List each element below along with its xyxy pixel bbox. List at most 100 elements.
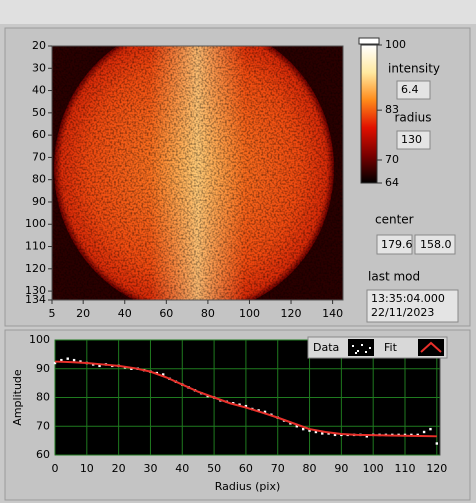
data-point [295, 425, 299, 428]
data-point [244, 404, 248, 408]
data-point [416, 433, 419, 437]
data-point [53, 361, 57, 365]
color-scale-cap [358, 37, 380, 45]
x-tick-label: 40 [175, 462, 189, 475]
data-point [72, 358, 76, 362]
last-mod-date: 22/11/2023 [371, 306, 434, 319]
data-point [79, 360, 82, 363]
y-tick-label: 20 [32, 39, 46, 52]
x-tick-label: 100 [239, 307, 260, 320]
y-tick-label: 130 [25, 284, 46, 297]
x-tick-label: 50 [207, 462, 221, 475]
x-tick-label: 120 [426, 462, 447, 475]
intensity-label: intensity [388, 62, 440, 76]
color-tick-label: 70 [385, 153, 399, 166]
y-tick-label: 50 [32, 106, 46, 119]
legend-label: Fit [384, 341, 398, 354]
y-tick-label: 40 [32, 84, 46, 97]
y-tick-label: 90 [36, 362, 50, 375]
y-tick-label: 100 [29, 333, 50, 346]
legend-dot [357, 350, 359, 352]
y-tick-label: 100 [25, 217, 46, 230]
data-point [238, 403, 241, 406]
intensity-value: 6.4 [401, 83, 419, 96]
x-tick-label: 30 [143, 462, 157, 475]
legend-line [420, 341, 442, 353]
y-tick-label: 110 [25, 240, 46, 253]
last-mod-time: 13:35:04.000 [371, 292, 445, 305]
indicators: intensity 6.4 radius 130 center 179.6 15… [366, 62, 459, 323]
y-tick-label: 30 [32, 61, 46, 74]
data-point [308, 429, 311, 432]
center-x: 179.6 [381, 238, 413, 251]
legend-dot [365, 351, 367, 353]
center-y: 158.0 [420, 238, 452, 251]
data-point [130, 367, 133, 370]
color-tick-label: 83 [385, 103, 399, 116]
legend-label: Data [313, 341, 339, 354]
data-point [263, 410, 267, 414]
color-tick-label: 100 [385, 38, 406, 51]
x-tick-label: 110 [395, 462, 416, 475]
data-point [60, 358, 63, 362]
data-point [321, 432, 324, 435]
data-point [301, 427, 305, 431]
intensity-box [396, 80, 431, 100]
data-point [98, 364, 101, 368]
legend-dot [352, 345, 354, 347]
color-tick-label: 64 [385, 176, 399, 189]
x-tick-label: 90 [334, 462, 348, 475]
y-tick-label: 60 [36, 448, 50, 461]
x-axis-title: Radius (pix) [215, 480, 281, 493]
data-point [365, 435, 369, 438]
x-tick-label: 140 [322, 307, 343, 320]
x-tick-label: 10 [80, 462, 94, 475]
legend-swatch [348, 339, 374, 356]
x-tick-label: 20 [112, 462, 126, 475]
y-tick-label: 120 [25, 262, 46, 275]
radius-box [396, 130, 431, 150]
x-tick-label: 120 [281, 307, 302, 320]
legend [307, 336, 448, 359]
radius-value: 130 [401, 133, 422, 146]
intensity-image [52, 46, 343, 300]
data-point [422, 430, 426, 434]
x-tick-label: 40 [118, 307, 132, 320]
x-tick-label: 80 [303, 462, 317, 475]
fit-line [54, 360, 437, 438]
data-point [429, 427, 432, 431]
center-y-box [414, 234, 456, 255]
y-tick-label: 90 [32, 195, 46, 208]
legend-dot [355, 352, 357, 354]
center-x-box [376, 234, 413, 255]
data-point [435, 442, 439, 445]
y-tick-label: 70 [32, 150, 46, 163]
y-axis-title: Amplitude [11, 369, 24, 426]
y-tick-label: 80 [36, 391, 50, 404]
x-tick-label: 0 [52, 462, 59, 475]
data-point [66, 357, 69, 360]
data-point [161, 373, 165, 376]
data-point [289, 422, 292, 425]
x-tick-label: 70 [271, 462, 285, 475]
x-tick-label: 80 [201, 307, 215, 320]
y-tick-label: 60 [32, 128, 46, 141]
data-point [333, 433, 337, 437]
x-tick-label: 100 [363, 462, 384, 475]
y-tick-label: 70 [36, 419, 50, 432]
data-point [327, 432, 330, 435]
x-tick-label: 60 [159, 307, 173, 320]
top-strip [0, 0, 476, 24]
plot-frame [51, 45, 344, 301]
legend-dot [361, 344, 363, 346]
color-scale [360, 44, 378, 184]
last-mod-box [366, 289, 459, 323]
center-label: center [375, 213, 414, 227]
x-tick-label: 60 [239, 462, 253, 475]
radius-label: radius [394, 111, 431, 125]
x-tick-label: 20 [76, 307, 90, 320]
y-tick-label: 80 [32, 173, 46, 186]
data-point [314, 430, 318, 434]
y-tick-label: 134 [25, 293, 46, 306]
